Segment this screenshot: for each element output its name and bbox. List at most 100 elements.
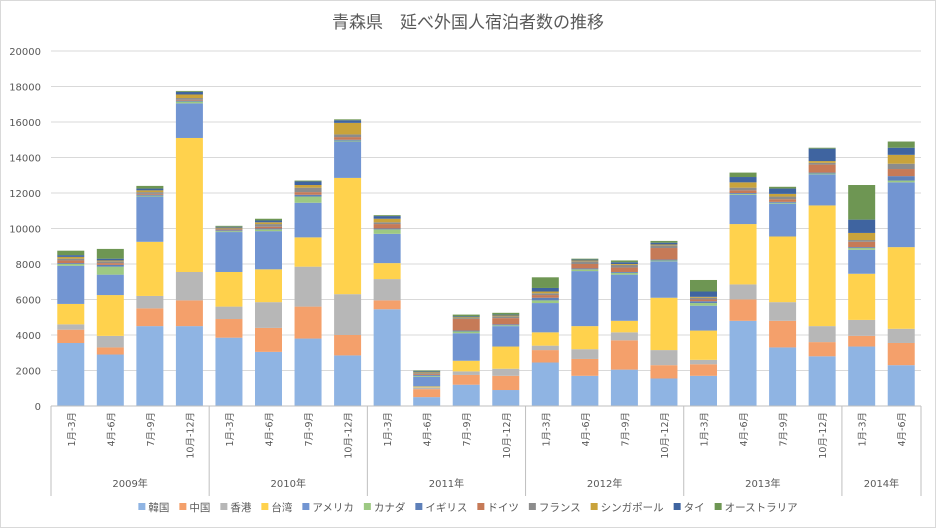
bar-segment <box>808 356 836 406</box>
bar-segment <box>650 350 678 366</box>
legend-label: 中国 <box>189 501 210 514</box>
bar-segment <box>808 174 836 206</box>
bar-segment <box>136 193 164 195</box>
axes: 0 2000 4000 6000 8000 10000 12000 14000 16000 180… <box>9 47 922 496</box>
bar-segment <box>571 375 599 406</box>
bar-segment <box>887 176 915 181</box>
bar-segment <box>96 263 124 265</box>
bar-segment <box>96 274 124 296</box>
bar-segment <box>650 259 678 261</box>
bar-segment <box>334 294 362 335</box>
y-tick-label: 18000 <box>9 83 41 94</box>
bar-segment <box>373 218 401 223</box>
legend-label: オーストラリア <box>725 502 798 514</box>
y-tick-label: 12000 <box>9 189 41 200</box>
bar-segment <box>57 264 85 266</box>
bar-segment <box>769 347 797 406</box>
legend-item: ドイツ <box>477 502 519 514</box>
bar-segment <box>215 229 243 231</box>
bar-segment <box>136 241 164 296</box>
bar-segment <box>808 148 836 162</box>
bar-segment <box>848 249 876 274</box>
legend-swatch <box>302 503 310 510</box>
bar-segment <box>887 342 915 366</box>
bar-segment <box>690 291 717 297</box>
legend-swatch <box>179 503 187 510</box>
bar-segment <box>294 196 322 203</box>
bar-segment <box>808 342 836 357</box>
bar-segment <box>96 258 124 261</box>
bar-segment <box>571 260 599 262</box>
legend-item: 台湾 <box>261 501 293 514</box>
bar-segment <box>452 314 480 317</box>
bar-segment <box>571 259 599 261</box>
bar-segment <box>294 338 322 406</box>
bar-segment <box>215 231 243 233</box>
legend-label: タイ <box>684 502 705 514</box>
bar-segment <box>136 295 164 309</box>
bar-segment <box>452 331 480 334</box>
bar-segment <box>610 320 638 333</box>
bar-segment <box>373 222 401 225</box>
legend-label: イギリス <box>425 502 467 514</box>
x-tick-label: 7月-9月 <box>779 412 790 447</box>
bar-segment <box>452 317 480 319</box>
bar-segment <box>769 201 797 203</box>
bar-segment <box>373 215 401 217</box>
bar-segment <box>413 375 441 377</box>
bar-segment <box>808 205 836 327</box>
bar-segment <box>373 229 401 234</box>
bar-segment <box>294 306 322 339</box>
bar-segment <box>610 271 638 273</box>
bar-segment <box>492 368 520 376</box>
bar-segment <box>96 264 124 267</box>
bar-segment <box>215 225 243 227</box>
x-tick-label: 10月-12月 <box>818 412 829 459</box>
bar-segment <box>571 261 599 264</box>
bar-segment <box>492 375 520 391</box>
bar-segment <box>452 318 480 320</box>
bar-segment <box>887 180 915 183</box>
bar-segment <box>769 188 797 194</box>
bar-segment <box>650 378 678 406</box>
bar-segment <box>571 349 599 359</box>
bar-segment <box>57 342 85 406</box>
legend-swatch <box>477 503 485 510</box>
bar-segment <box>729 299 757 321</box>
year-group-label: 2013年 <box>745 477 780 490</box>
legend-item: 韓国 <box>138 502 169 514</box>
bar-segment <box>334 134 362 138</box>
bar-segment <box>452 360 480 372</box>
legend-swatch <box>714 503 722 510</box>
bar-segment <box>610 274 638 321</box>
bar-segment <box>729 194 757 225</box>
bar-segment <box>690 303 717 306</box>
bar-segment <box>729 177 757 183</box>
bar-segment <box>808 147 836 149</box>
bar-segment <box>57 324 85 330</box>
bar-segment <box>650 365 678 379</box>
x-tick-label: 7月-9月 <box>146 412 157 447</box>
bar-segment <box>769 302 797 321</box>
y-tick-label: 4000 <box>16 331 41 342</box>
bar-segment <box>215 337 243 406</box>
bar-segment <box>769 199 797 202</box>
x-tick-label: 4月-6月 <box>581 412 592 447</box>
bar-segment <box>175 99 203 101</box>
bar-segment <box>492 346 520 369</box>
bar-segment <box>808 326 836 343</box>
bar-segment <box>650 260 678 262</box>
bar-segment <box>887 141 915 148</box>
bar-segment <box>452 330 480 332</box>
bar-segment <box>492 326 520 347</box>
bar-segment <box>373 224 401 229</box>
bar-segment <box>255 226 282 229</box>
bar-segment <box>848 240 876 242</box>
bar-segment <box>887 328 915 343</box>
bar-segment <box>215 226 243 228</box>
legend-item: フランス <box>528 502 581 514</box>
bar-segment <box>294 237 322 267</box>
legend-swatch <box>590 503 598 510</box>
bar-segment <box>255 222 282 225</box>
